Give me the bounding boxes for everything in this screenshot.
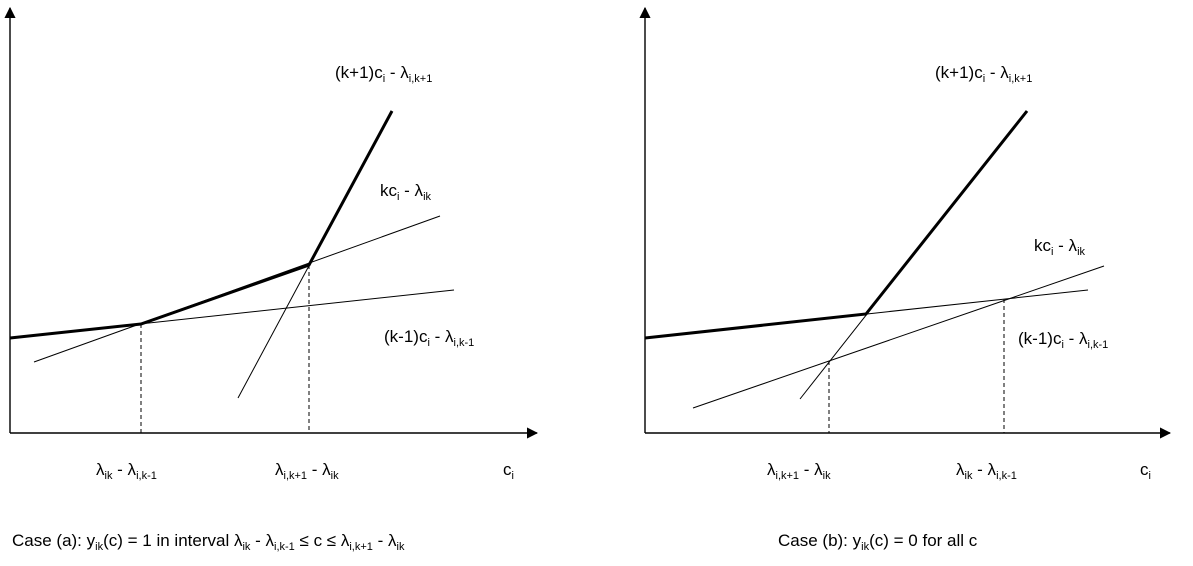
text: λ [767, 460, 776, 479]
text: - λ [1053, 236, 1078, 255]
sub: ik [964, 470, 973, 482]
sub: ik [95, 541, 104, 553]
text: - λ [972, 460, 997, 479]
text: - λ [799, 460, 823, 479]
panel-b-envelope [644, 110, 1029, 340]
text: λ [275, 460, 284, 479]
text: - λ [250, 531, 275, 550]
sub: i,k-1 [1087, 339, 1109, 351]
panel-b-line-mid [692, 265, 1105, 409]
sub: i [1051, 246, 1054, 258]
text: c [1140, 460, 1149, 479]
text: kc [380, 181, 397, 200]
sub: i,k-1 [996, 470, 1017, 482]
panel-b-label-lower: (k-1)ci - λi,k-1 [1018, 330, 1108, 351]
sub: ik [242, 541, 251, 553]
text: Case (b): y [778, 531, 862, 550]
panel-b-label-upper: (k+1)ci - λi,k+1 [935, 64, 1032, 85]
text: (c) = 0 for all c [869, 531, 978, 550]
panel-a-envelope [9, 110, 394, 340]
text: kc [1034, 236, 1051, 255]
sub: i [382, 73, 386, 85]
panel-b-graph [639, 6, 1172, 439]
sub: i,k+1 [349, 541, 373, 553]
sub: ik [861, 541, 870, 553]
sub: i [397, 191, 400, 203]
sub: i,k+1 [775, 470, 800, 482]
sub: ik [1077, 246, 1086, 258]
sub: i,k+1 [408, 73, 433, 85]
panel-a-graph [4, 6, 539, 439]
text: (k-1)c [1018, 329, 1062, 348]
text: - λ [1063, 329, 1088, 348]
sub: i,k+1 [1008, 73, 1033, 85]
panel-a-caption: Case (a): yik(c) = 1 in interval λik - λ… [12, 532, 404, 553]
panel-a-label-upper: (k+1)ci - λi,k+1 [335, 64, 432, 85]
sub: i [511, 470, 514, 482]
sub: i [982, 73, 986, 85]
panel-b-tick-1: λi,k+1 - λik [767, 461, 831, 482]
panel-b-tick-2: λik - λi,k-1 [956, 461, 1017, 482]
text: c [503, 460, 512, 479]
panel-a-tick-2: λi,k+1 - λik [275, 461, 339, 482]
text: - λ [985, 63, 1009, 82]
panel-a-label-mid: kci - λik [380, 182, 431, 203]
text: (k+1)c [935, 63, 983, 82]
sub: i,k-1 [274, 541, 295, 553]
sub: i,k-1 [453, 337, 475, 349]
panel-a-label-lower: (k-1)ci - λi,k-1 [384, 328, 474, 349]
text: λ [96, 460, 105, 479]
sub: ik [822, 470, 831, 482]
sub: ik [104, 470, 113, 482]
text: (k+1)c [335, 63, 383, 82]
text: ≤ c ≤ λ [294, 531, 350, 550]
text: Case (a): y [12, 531, 96, 550]
text: - λ [372, 531, 397, 550]
sub: ik [396, 541, 405, 553]
panel-b-axis-x-label: ci [1140, 461, 1151, 482]
text: - λ [385, 63, 409, 82]
sub: i,k-1 [136, 470, 157, 482]
text: λ [956, 460, 965, 479]
sub: ik [423, 191, 432, 203]
sub: ik [330, 470, 339, 482]
panel-b-label-mid: kci - λik [1034, 237, 1085, 258]
sub: i [1061, 339, 1064, 351]
text: - λ [112, 460, 137, 479]
sub: i [1148, 470, 1151, 482]
text: (c) = 1 in interval λ [103, 531, 243, 550]
sub: i,k+1 [283, 470, 308, 482]
panel-a-axis-x-label: ci [503, 461, 514, 482]
text: (k-1)c [384, 327, 428, 346]
text: - λ [429, 327, 454, 346]
text: - λ [307, 460, 331, 479]
sub: i [427, 337, 430, 349]
panel-a-tick-1: λik - λi,k-1 [96, 461, 157, 482]
panel-b-caption: Case (b): yik(c) = 0 for all c [778, 532, 977, 553]
text: - λ [399, 181, 424, 200]
